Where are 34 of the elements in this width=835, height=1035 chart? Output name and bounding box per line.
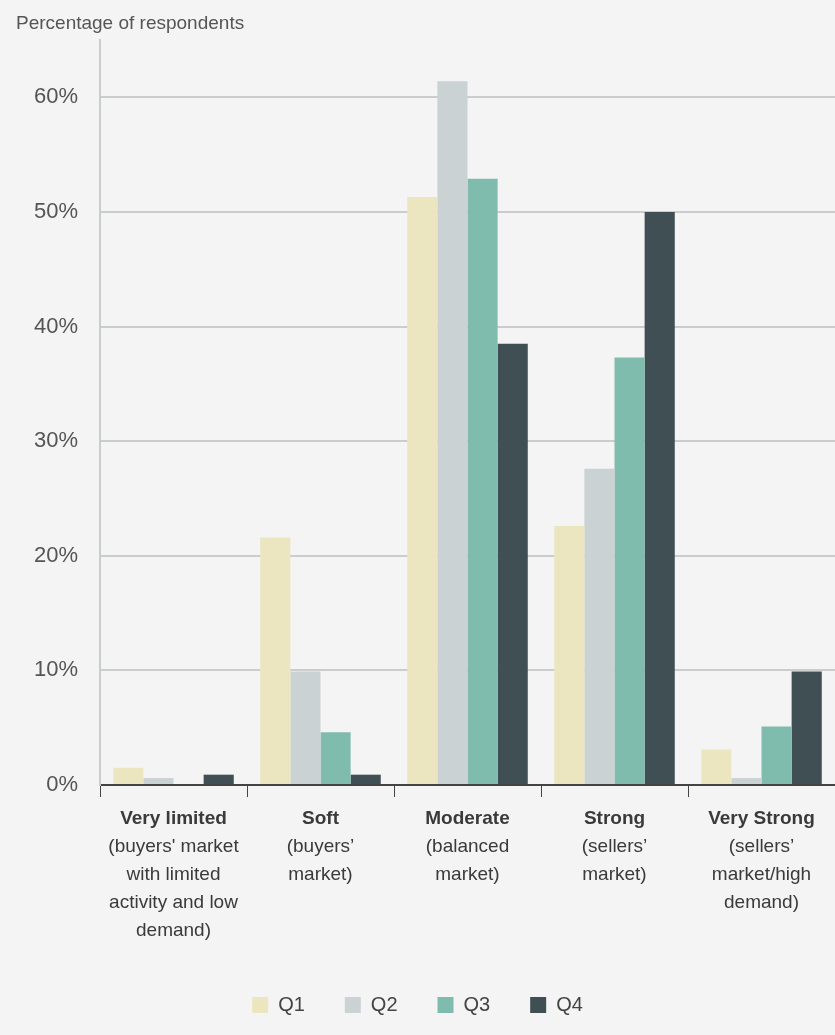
y-tick-label: 30% [33,427,78,453]
bar [791,671,822,784]
legend-label: Q4 [556,992,583,1015]
x-tick-label: Soft (buyers’ market) [286,806,355,884]
bar [554,525,585,784]
x-tick-label: Very Strong (sellers’ market/high demand) [708,806,815,912]
bar [407,197,438,784]
x-tick-label: Very limited (buyers' market with limited activity and low demand) [108,806,240,940]
bar [143,778,174,784]
bar [761,726,792,784]
bar [467,178,498,784]
bar [113,767,144,784]
y-tick-label: 0% [46,771,78,797]
bar [350,774,381,784]
bar [260,537,291,784]
x-tick-label: Moderate (balanced market) [425,806,510,884]
bar [584,468,615,784]
bar [203,774,234,784]
bar [614,357,645,784]
bar [320,732,351,784]
y-tick-label: 50% [33,197,78,223]
bar [497,343,528,784]
legend-label: Q2 [370,992,398,1015]
y-tick-label: 20% [33,541,78,567]
legend-label: Q1 [278,992,305,1015]
y-axis-title: Percentage of respondents [16,11,245,33]
y-tick-label: 40% [33,312,78,338]
bar [731,778,762,784]
bar [644,211,675,784]
y-tick-label: 60% [33,83,78,109]
y-tick-label: 10% [33,656,78,682]
legend-label: Q3 [463,992,491,1015]
x-tick-label: Strong (sellers’ market) [581,806,648,884]
bar [701,749,732,784]
